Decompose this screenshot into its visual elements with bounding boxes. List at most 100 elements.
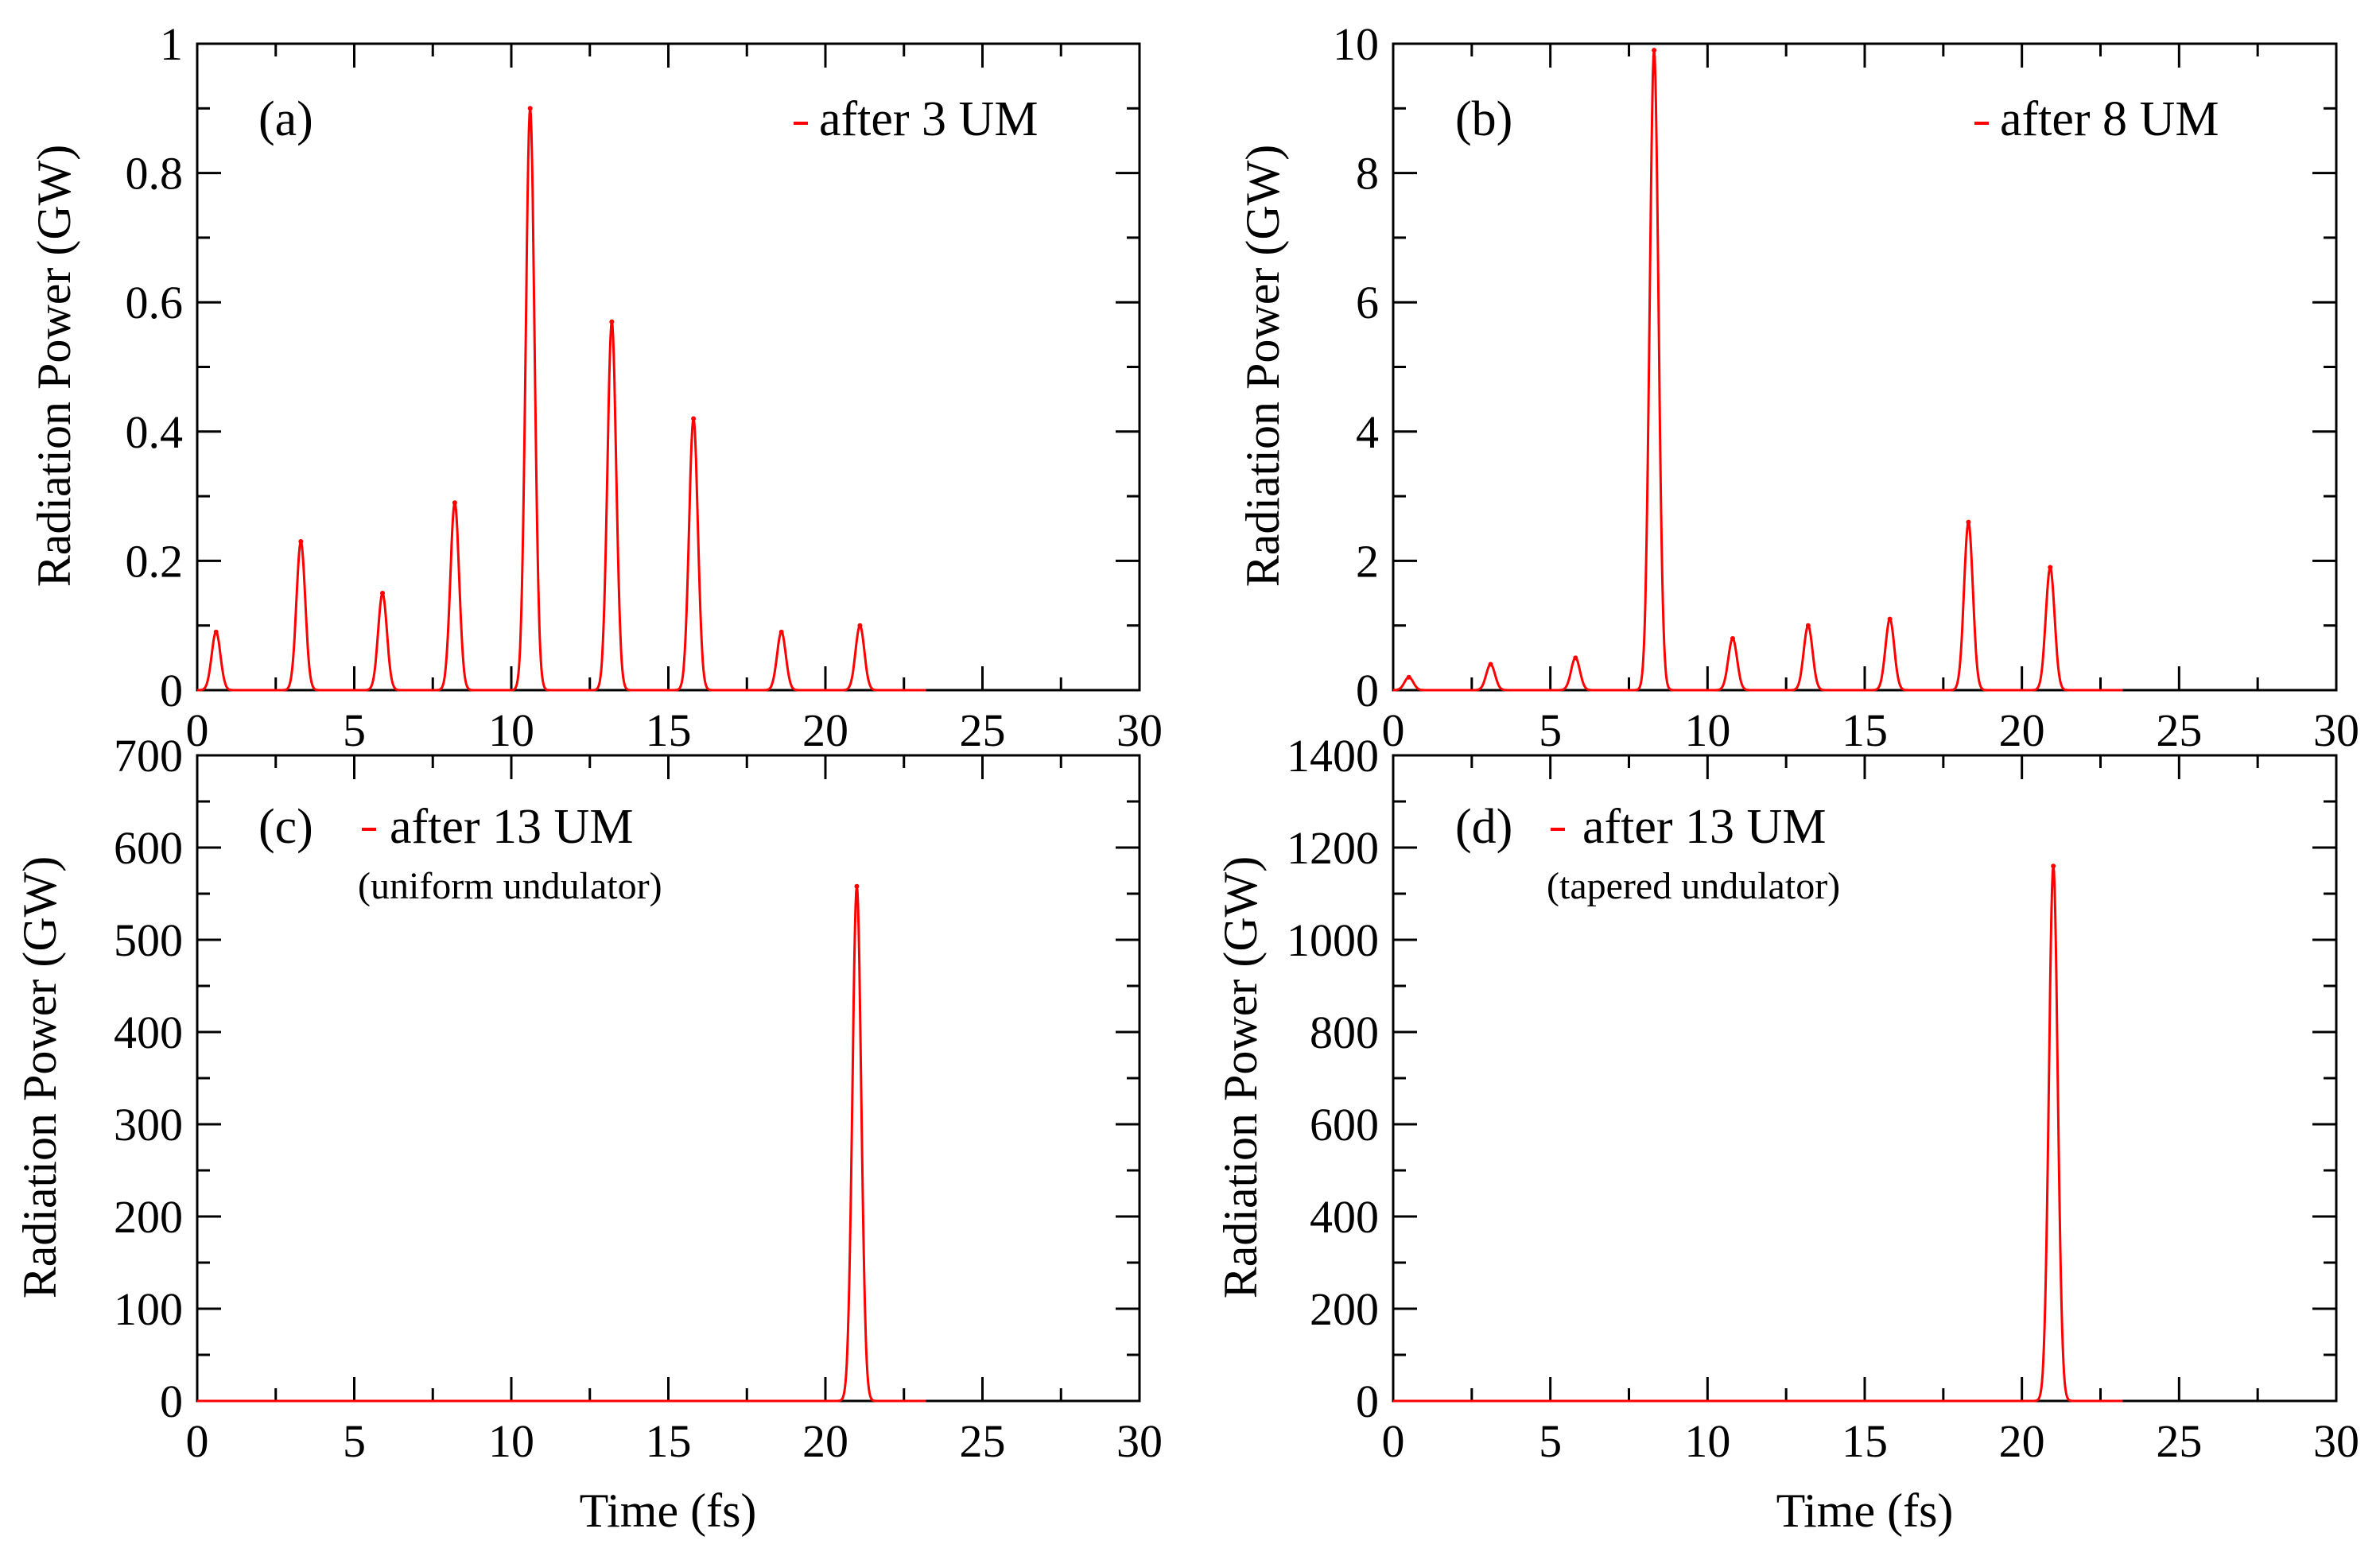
peak-point	[1730, 635, 1735, 641]
x-tick-label: 30	[1116, 1415, 1163, 1467]
y-tick-label: 700	[114, 730, 183, 782]
peak-point	[1805, 623, 1811, 628]
x-tick-label: 0	[1382, 704, 1405, 756]
y-tick-label: 1000	[1287, 914, 1379, 966]
x-tick-label: 20	[802, 1415, 848, 1467]
peak-point	[1406, 674, 1411, 680]
power-series-line	[1392, 864, 2123, 1403]
power-series-line	[196, 107, 927, 692]
x-tick-label: 10	[1684, 1415, 1730, 1467]
y-tick-label: 8	[1356, 148, 1379, 200]
y-tick-label: 600	[114, 822, 183, 874]
panel-a: 0 5 10 15 20 25 30 0 0.2 0.4 0.6 0.8 1	[126, 18, 1163, 756]
peak-point	[527, 106, 533, 111]
peak-point	[298, 539, 304, 545]
peak-point	[609, 319, 615, 324]
legend-label: after 3 UM	[819, 92, 1038, 146]
y-tick-label: 100	[114, 1283, 183, 1335]
power-series-line	[196, 885, 927, 1403]
y-tick-label: 200	[1310, 1283, 1379, 1335]
y-tick-label: 600	[1310, 1099, 1379, 1151]
x-tick-label: 0	[1382, 1415, 1405, 1467]
y-tick-label: 200	[114, 1191, 183, 1243]
y-axis-title: Radiation Power (GW)	[14, 856, 66, 1299]
panel-label: (a)	[258, 92, 313, 146]
x-tick-label: 5	[1539, 1415, 1562, 1467]
panel-label: (d)	[1455, 800, 1512, 854]
x-tick-label: 30	[1116, 704, 1163, 756]
legend-label: after 8 UM	[2000, 92, 2219, 146]
x-tick-label: 0	[186, 704, 209, 756]
x-tick-label: 15	[1842, 1415, 1888, 1467]
peak-point	[778, 629, 784, 634]
x-tick-label: 30	[2313, 1415, 2359, 1467]
panel-label: (b)	[1455, 92, 1512, 146]
x-tick-label: 10	[488, 704, 534, 756]
y-tick-label: 1400	[1287, 730, 1379, 782]
legend-label: after 13 UM	[390, 800, 633, 854]
y-tick-label: 0	[1356, 665, 1379, 716]
y-tick-label: 0	[1356, 1376, 1379, 1427]
plot-frame	[1392, 754, 2338, 1403]
y-axis-title: Radiation Power (GW)	[1214, 856, 1267, 1299]
plot-frame	[196, 754, 1141, 1403]
peak-point	[1652, 48, 1657, 53]
peak-point	[1573, 655, 1578, 661]
panel-label: (c)	[258, 800, 313, 854]
y-tick-label: 6	[1356, 277, 1379, 328]
y-tick-label: 500	[114, 914, 183, 966]
peak-point	[1488, 662, 1493, 667]
y-tick-label: 300	[114, 1099, 183, 1151]
panel-d: 0 5 10 15 20 25 30 0 200 400 600 800 1000 1200 1400	[1287, 730, 2359, 1467]
peak-point	[452, 500, 457, 506]
y-tick-label: 0	[160, 1376, 183, 1427]
x-tick-label: 10	[1684, 704, 1730, 756]
y-tick-label: 800	[1310, 1007, 1379, 1058]
x-tick-label: 5	[343, 704, 366, 756]
x-tick-label: 25	[960, 1415, 1006, 1467]
x-tick-label: 20	[1999, 1415, 2045, 1467]
x-axis-title: Time (fs)	[580, 1484, 757, 1537]
y-tick-label: 400	[1310, 1191, 1379, 1243]
x-tick-label: 5	[343, 1415, 366, 1467]
x-tick-label: 15	[646, 1415, 692, 1467]
peak-point	[1887, 616, 1893, 622]
peak-point	[1966, 519, 1971, 525]
x-tick-label: 5	[1539, 704, 1562, 756]
peak-point	[691, 416, 697, 421]
y-tick-label: 10	[1333, 18, 1379, 70]
power-series-line	[1392, 49, 2123, 692]
peak-point	[213, 629, 219, 634]
y-axis-title: Radiation Power (GW)	[28, 145, 80, 588]
x-tick-label: 10	[488, 1415, 534, 1467]
legend-label: after 13 UM	[1582, 800, 1826, 854]
panel-b: 0 5 10 15 20 25 30 0 2 4 6 8 10	[1333, 18, 2359, 756]
peak-point	[2051, 863, 2056, 869]
y-tick-label: 0.6	[126, 277, 184, 328]
legend-note: (uniform undulator)	[358, 865, 662, 907]
legend-note: (tapered undulator)	[1547, 865, 1840, 907]
x-tick-label: 15	[646, 704, 692, 756]
peak-point	[857, 623, 863, 628]
y-tick-label: 0	[160, 665, 183, 716]
peak-point	[854, 883, 860, 889]
peak-point	[380, 591, 386, 596]
y-tick-label: 1	[160, 18, 183, 70]
y-tick-label: 0.4	[126, 406, 184, 458]
x-tick-label: 20	[1999, 704, 2045, 756]
x-tick-label: 30	[2313, 704, 2359, 756]
y-axis-title: Radiation Power (GW)	[1237, 145, 1289, 588]
x-tick-label: 20	[802, 704, 848, 756]
peak-point	[2048, 565, 2053, 570]
y-tick-label: 1200	[1287, 822, 1379, 874]
x-axis-title: Time (fs)	[1776, 1484, 1954, 1537]
y-tick-label: 2	[1356, 535, 1379, 587]
x-tick-label: 25	[2156, 704, 2202, 756]
y-tick-label: 0.2	[126, 535, 184, 587]
x-tick-label: 15	[1842, 704, 1888, 756]
y-tick-label: 400	[114, 1007, 183, 1058]
y-tick-label: 4	[1356, 406, 1379, 458]
x-tick-label: 25	[960, 704, 1006, 756]
